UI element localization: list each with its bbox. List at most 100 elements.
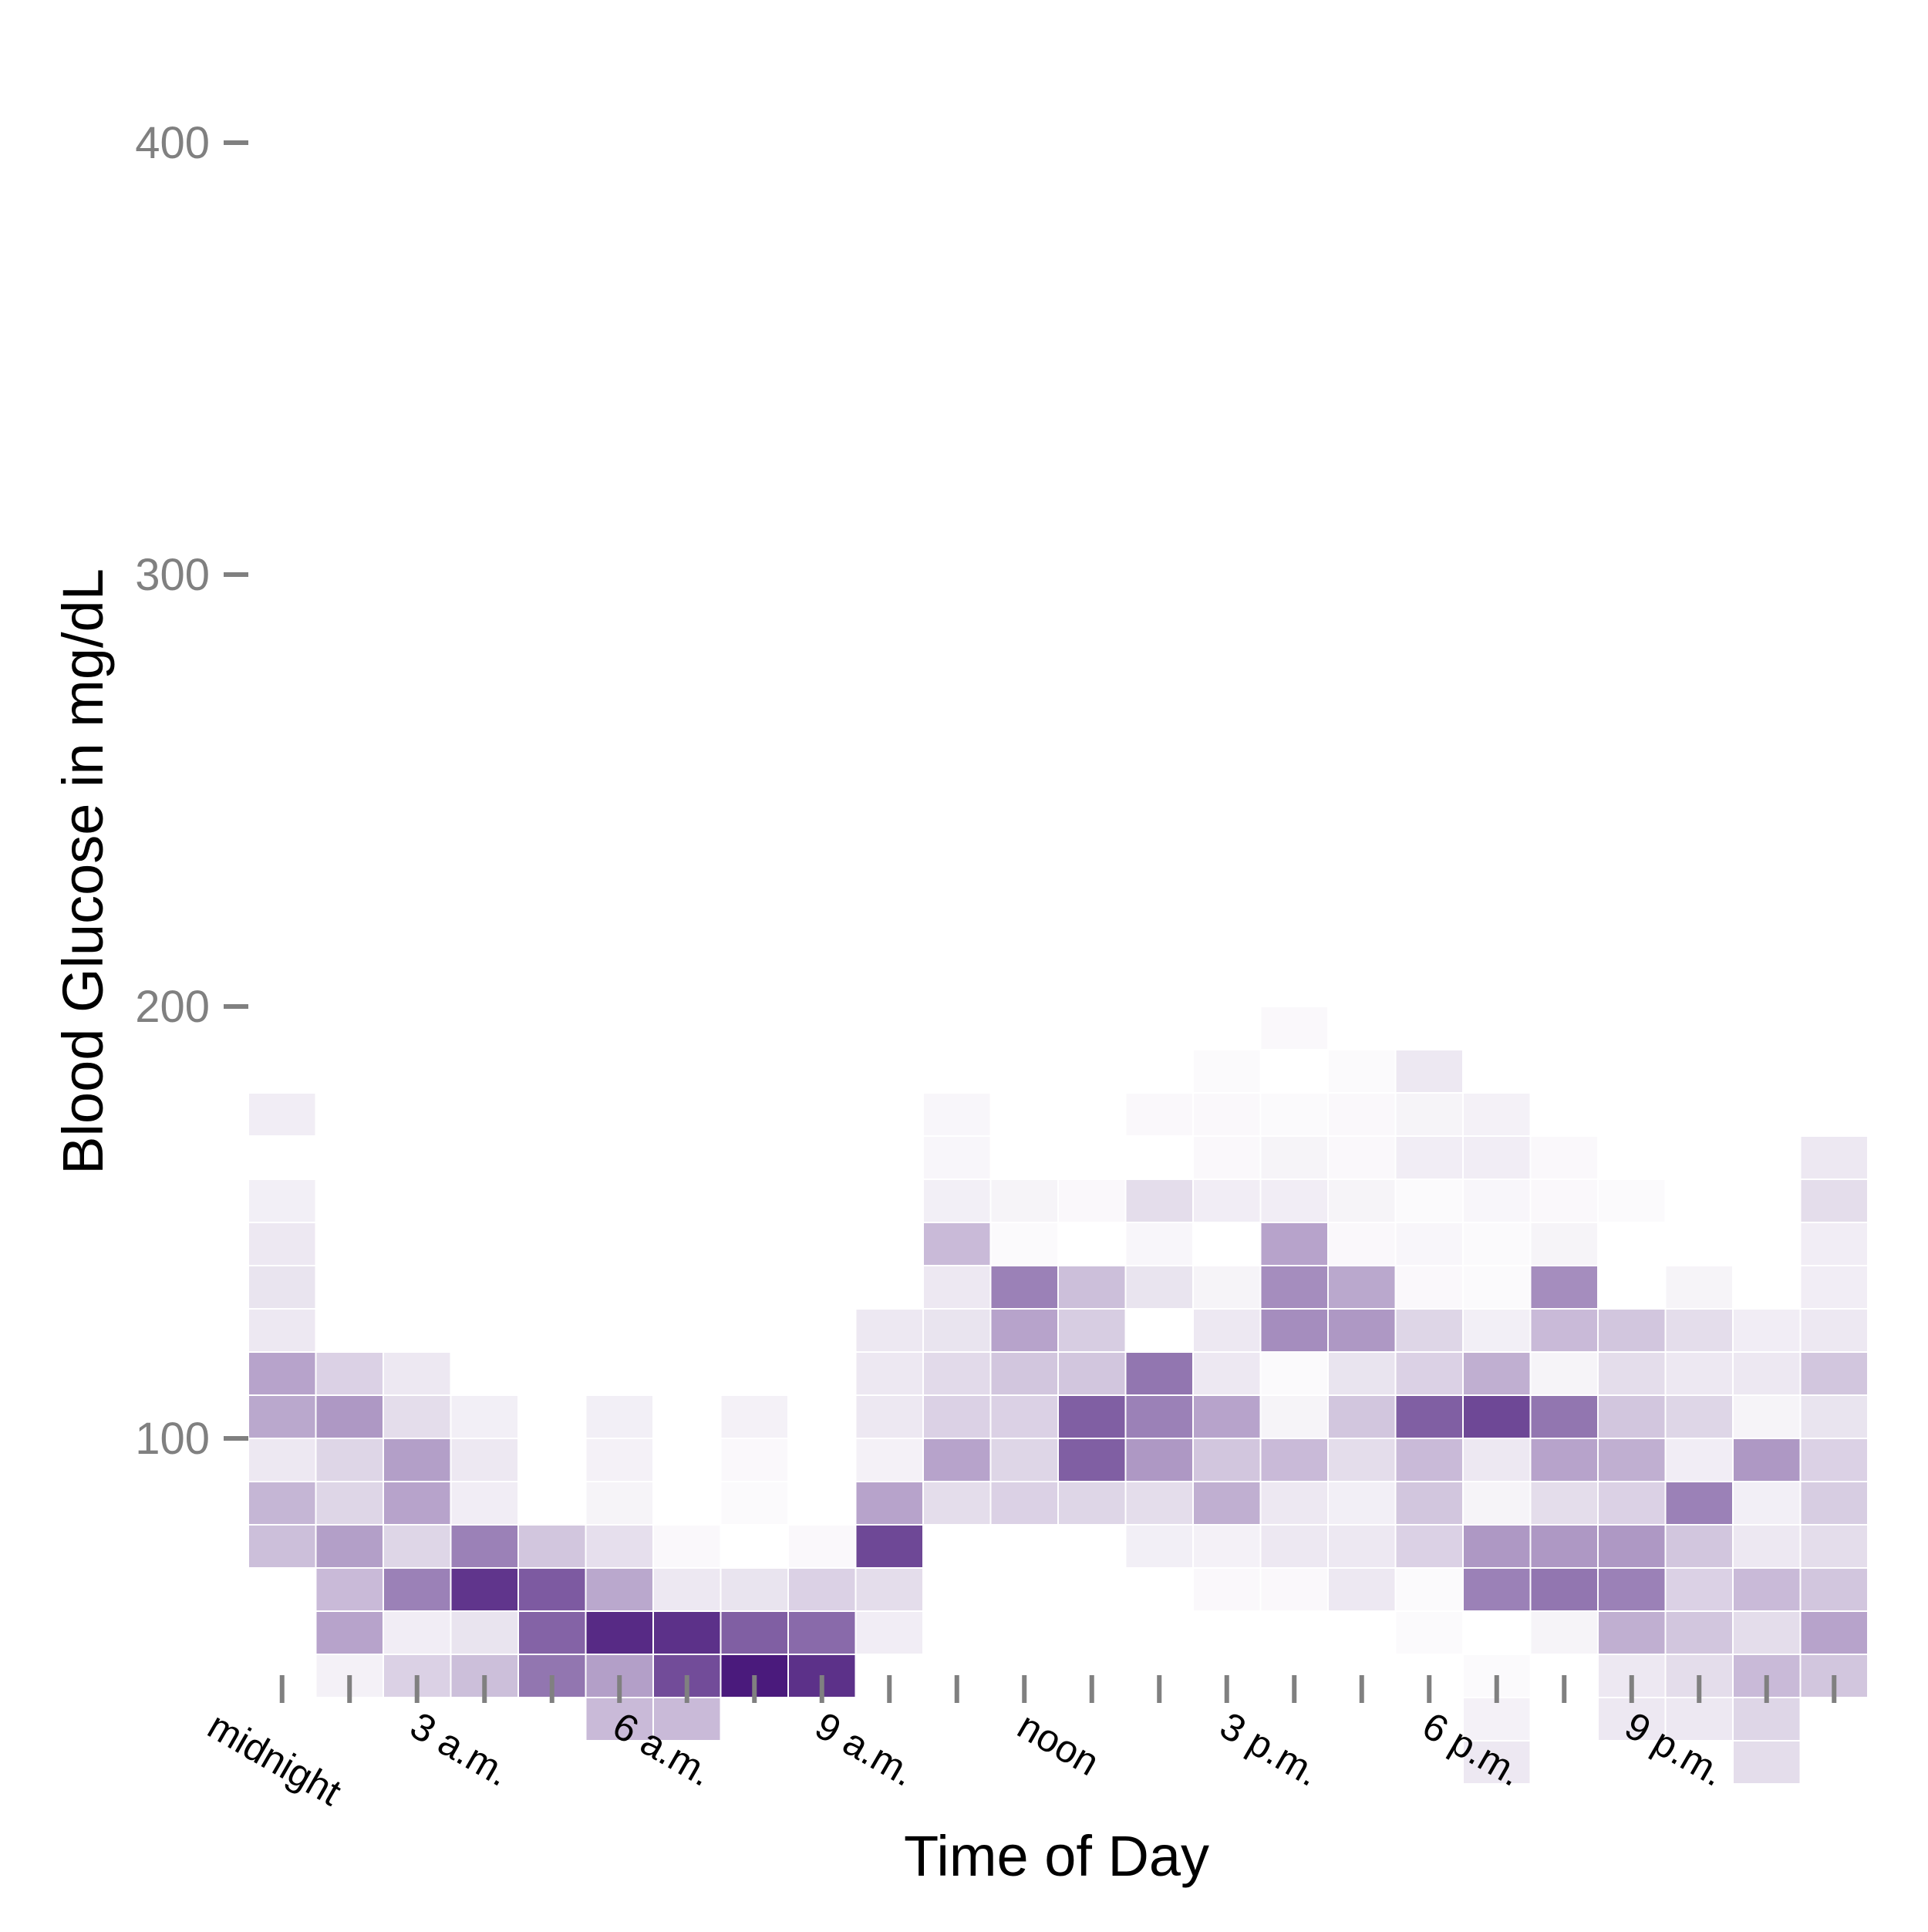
heatmap-cell [586,1396,652,1438]
heatmap-cell [1666,1396,1732,1438]
heatmap-cell [856,1353,922,1394]
heatmap-cell [1734,1741,1800,1783]
heatmap-cell [1734,1612,1800,1654]
y-tick-label: 200 [135,982,210,1032]
heatmap-cell [991,1439,1057,1481]
heatmap-cell [1059,1266,1125,1308]
y-tick-label: 400 [135,118,210,168]
heatmap-cell [1194,1396,1260,1438]
heatmap-cell [991,1266,1057,1308]
heatmap-cell [1194,1569,1260,1610]
heatmap-cell [1261,1396,1327,1438]
heatmap-cell [586,1482,652,1524]
heatmap-cell [1396,1223,1462,1265]
heatmap-cell [1734,1482,1800,1524]
heatmap-cell [451,1396,517,1438]
heatmap-cell [1126,1439,1192,1481]
x-axis-title: Time of Day [904,1824,1209,1888]
heatmap-cell [991,1482,1057,1524]
heatmap-cell [316,1353,383,1394]
heatmap-cell [1666,1569,1732,1610]
heatmap-cell [1329,1137,1395,1178]
heatmap-cell [1261,1007,1327,1049]
x-tick-label: 9 a.m. [808,1704,922,1795]
heatmap-cell [1329,1050,1395,1092]
heatmap-cell [654,1698,720,1740]
heatmap-cell [1531,1180,1597,1222]
heatmap-cell [1599,1310,1665,1351]
heatmap-cell [1396,1094,1462,1135]
heatmap-cell [1734,1569,1800,1610]
heatmap-cell [1261,1439,1327,1481]
heatmap-cell [316,1569,383,1610]
heatmap-cell [249,1223,315,1265]
heatmap-cell [1531,1223,1597,1265]
heatmap-cell [316,1439,383,1481]
heatmap-cell [1261,1180,1327,1222]
heatmap-cell [1531,1439,1597,1481]
heatmap-cell [1396,1050,1462,1092]
heatmap-cell [1261,1094,1327,1135]
heatmap-cell [1599,1482,1665,1524]
heatmap-cell [384,1482,450,1524]
heatmap-cell [451,1482,517,1524]
heatmap-cell [1059,1439,1125,1481]
heatmap-cell [1801,1439,1867,1481]
heatmap-cell [856,1439,922,1481]
heatmap-cell [1464,1741,1530,1783]
y-axis-title: Blood Glucose in mg/dL [51,568,115,1175]
heatmap-cell [316,1612,383,1654]
heatmap-cell [1666,1698,1732,1740]
heatmap-cell [1396,1439,1462,1481]
heatmap-cell [721,1569,787,1610]
heatmap-cell [586,1439,652,1481]
heatmap-cell [384,1396,450,1438]
heatmap-cell [1801,1526,1867,1567]
heatmap-cell [249,1396,315,1438]
heatmap-cell [1734,1310,1800,1351]
heatmap-cell [249,1482,315,1524]
heatmap-cell [856,1612,922,1654]
heatmap-cell [924,1310,990,1351]
heatmap-cell [586,1698,652,1740]
heatmap-cell [249,1094,315,1135]
heatmap-cell [924,1223,990,1265]
heatmap-cell [924,1482,990,1524]
heatmap-cell [1396,1526,1462,1567]
heatmap-cell [1599,1439,1665,1481]
heatmap-cell [1464,1698,1530,1740]
heatmap-cell [1059,1180,1125,1222]
heatmap-cell [1464,1266,1530,1308]
heatmap-cell [1261,1526,1327,1567]
heatmap-cell [1126,1266,1192,1308]
heatmap-cell [1464,1094,1530,1135]
x-tick-label: 3 a.m. [403,1704,517,1795]
heatmap-cell [1531,1353,1597,1394]
heatmap-cell [1126,1094,1192,1135]
heatmap-cell [924,1396,990,1438]
heatmap-cell [1194,1266,1260,1308]
heatmap-cell [1801,1180,1867,1222]
heatmap-cell [1599,1180,1665,1222]
heatmap-cell [1464,1353,1530,1394]
heatmap-cell [1734,1353,1800,1394]
heatmap-cell [1464,1569,1530,1610]
heatmap-cell [1396,1353,1462,1394]
heatmap-cell [451,1526,517,1567]
heatmap-cell [1059,1482,1125,1524]
heatmap-cell [1464,1396,1530,1438]
heatmap-cell [1329,1310,1395,1351]
heatmap-cell [1801,1266,1867,1308]
heatmap-cell [991,1396,1057,1438]
heatmap-cell [1531,1310,1597,1351]
heatmap-cell [1396,1569,1462,1610]
heatmap-cell [1329,1439,1395,1481]
heatmap-cell [856,1310,922,1351]
heatmap-cell [1261,1223,1327,1265]
heatmap-cell [991,1180,1057,1222]
heatmap-cell [789,1526,855,1567]
heatmap-cell [316,1526,383,1567]
heatmap-cell [586,1569,652,1610]
x-tick-label: noon [1010,1704,1106,1784]
